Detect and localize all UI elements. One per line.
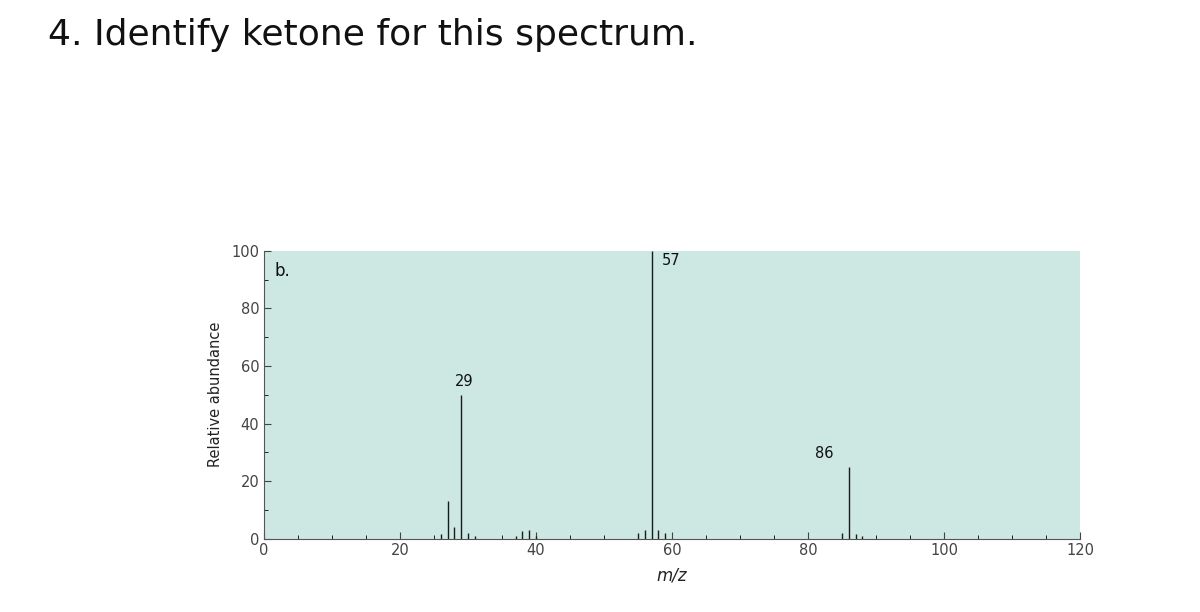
- Text: 29: 29: [455, 374, 473, 389]
- Y-axis label: Relative abundance: Relative abundance: [208, 322, 223, 468]
- Text: 4. Identify ketone for this spectrum.: 4. Identify ketone for this spectrum.: [48, 18, 697, 53]
- Text: 57: 57: [662, 253, 680, 268]
- Text: 86: 86: [815, 446, 833, 461]
- Text: b.: b.: [274, 263, 290, 280]
- X-axis label: m/z: m/z: [656, 567, 688, 584]
